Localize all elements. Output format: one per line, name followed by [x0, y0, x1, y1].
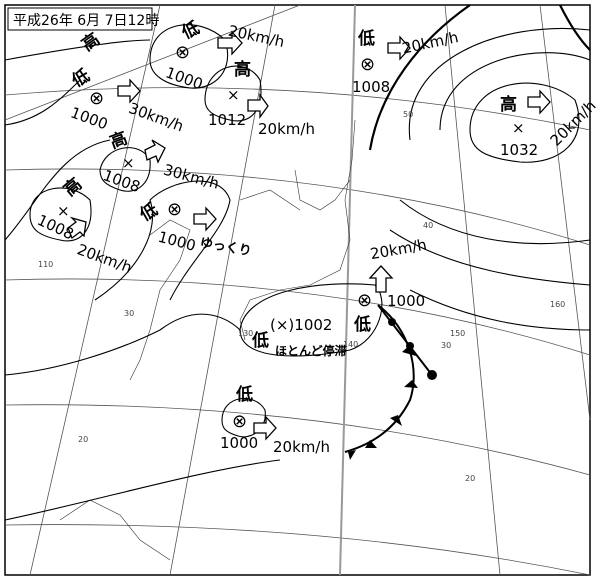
low-center-icon: ⊗	[360, 54, 375, 75]
lat-label: 20	[465, 474, 475, 483]
lon-label: 160	[550, 300, 565, 309]
low-label: 低	[235, 384, 253, 405]
lon-label: 130	[238, 329, 253, 338]
title-box	[7, 7, 153, 31]
pressure-label: 1000	[387, 292, 425, 310]
high-center-icon: ×	[227, 86, 240, 104]
speed-label: ほとんど停滞	[275, 343, 347, 358]
fronts	[344, 304, 437, 460]
lat-label: 40	[423, 221, 433, 230]
lon-label: 150	[450, 329, 465, 338]
low-label: 低	[251, 330, 269, 351]
motion-arrows	[67, 30, 551, 441]
low-label: 低	[357, 28, 375, 49]
high-label: 高	[234, 59, 251, 80]
pressure-label: 1000	[220, 434, 258, 452]
lon-label: 110	[38, 260, 53, 269]
lat-label: 30	[124, 309, 134, 318]
pressure-label: 1012	[208, 111, 246, 129]
lat-label: 30	[441, 341, 451, 350]
low-center-icon: ⊗	[232, 411, 247, 432]
low-center-icon: ⊗	[89, 88, 104, 109]
pressure-label: (×)1002	[270, 316, 332, 334]
graticule	[4, 4, 591, 576]
grid-labels: 50 40 30 30 20 20 110 130 140 150 160	[38, 110, 565, 483]
map-frame	[4, 4, 591, 576]
pressure-label: 1032	[500, 141, 538, 159]
low-center-icon: ⊗	[357, 290, 372, 311]
low-center-icon: ⊗	[175, 42, 190, 63]
high-label: 高	[500, 94, 517, 115]
high-label: 高	[107, 128, 130, 154]
coastlines	[59, 119, 356, 561]
speed-label: 20km/h	[273, 438, 330, 456]
high-center-icon: ×	[57, 202, 70, 220]
map-title: 平成26年 6月 7日12時	[13, 13, 159, 29]
low-center-icon: ⊗	[167, 199, 182, 220]
lat-label: 50	[403, 110, 413, 119]
low-label: 低	[353, 314, 371, 335]
lon-label: 140	[343, 340, 358, 349]
lat-label: 20	[78, 435, 88, 444]
pressure-label: 1008	[352, 78, 390, 96]
speed-label: 20km/h	[258, 120, 315, 138]
warm-front	[377, 304, 433, 376]
high-center-icon: ×	[122, 154, 135, 172]
high-center-icon: ×	[512, 119, 525, 137]
